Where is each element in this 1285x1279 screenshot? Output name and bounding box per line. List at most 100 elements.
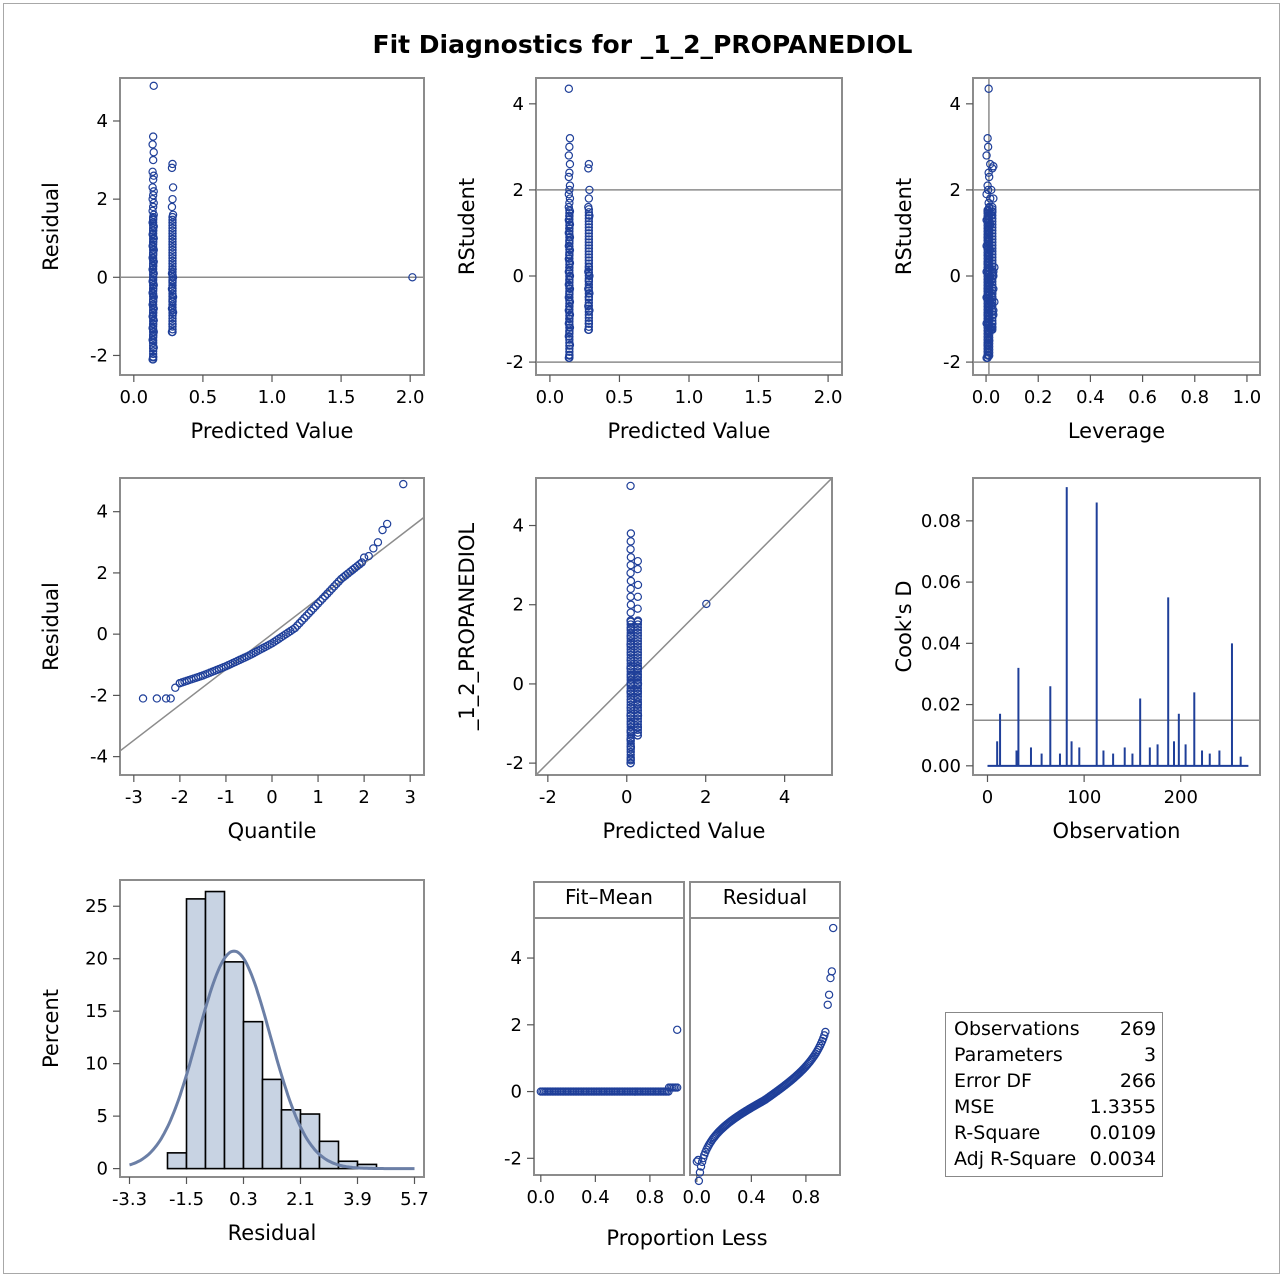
data-point (306, 606, 316, 616)
x-tick-label: 3.9 (343, 1189, 372, 1210)
data-point (565, 326, 574, 335)
x-tick-label: -1.5 (169, 1189, 204, 1210)
data-point (988, 223, 997, 232)
data-point (584, 238, 594, 247)
data-point (327, 584, 337, 594)
y-tick-label: 0.06 (921, 572, 961, 593)
data-point (148, 327, 158, 337)
data-point (633, 697, 643, 707)
data-point (565, 311, 574, 320)
data-point (148, 281, 158, 290)
data-point (148, 140, 157, 149)
data-point (148, 206, 157, 216)
data-point (990, 297, 999, 307)
data-point (984, 84, 993, 93)
data-point (168, 300, 177, 309)
data-point (168, 316, 177, 326)
data-point (152, 694, 162, 703)
x-tick-label: 4 (779, 787, 790, 808)
data-point (828, 923, 838, 933)
data-point (988, 247, 997, 256)
data-point (148, 314, 158, 323)
data-point (584, 280, 594, 289)
data-point (820, 1031, 829, 1040)
data-point (633, 672, 643, 682)
data-point (168, 240, 177, 249)
data-point (565, 281, 574, 290)
data-point (565, 278, 574, 287)
data-point (564, 151, 574, 160)
data-point (633, 628, 643, 638)
data-point (565, 263, 574, 272)
data-point (168, 273, 177, 282)
data-point (313, 599, 323, 608)
data-point (584, 223, 594, 232)
data-point (633, 720, 643, 729)
data-point (626, 576, 636, 586)
data-point (988, 235, 997, 244)
data-point (633, 634, 643, 643)
plot-frame (533, 917, 685, 1176)
data-point (148, 270, 158, 279)
data-point (373, 538, 383, 547)
data-point (633, 728, 643, 737)
x-tick-label: -1 (217, 787, 235, 808)
data-point (168, 327, 177, 337)
plot-frame (535, 77, 843, 376)
data-point (565, 284, 574, 293)
data-point (168, 251, 177, 260)
data-point (987, 185, 996, 195)
data-point (565, 302, 574, 311)
data-point (633, 623, 643, 632)
data-point (984, 172, 994, 182)
data-point (565, 266, 574, 275)
fit-statistics-box: Observations 269 Parameters 3 Error DF 266 … (945, 1012, 1164, 1177)
data-point (633, 642, 643, 651)
data-point (565, 227, 574, 236)
x-tick-label: 0.0 (536, 387, 565, 408)
data-point (565, 332, 574, 341)
data-point (565, 335, 574, 344)
y-tick-label: -2 (504, 1148, 522, 1169)
data-point (988, 217, 997, 226)
data-point (161, 694, 171, 703)
data-point (378, 525, 387, 535)
data-point (633, 722, 643, 732)
plot-panel-resid_hist (113, 879, 425, 1184)
data-point (584, 229, 594, 238)
data-point (633, 664, 643, 674)
histogram-bar (204, 890, 226, 1170)
data-point (989, 162, 998, 171)
data-point (565, 233, 574, 242)
data-point (290, 623, 300, 633)
data-point (565, 159, 575, 169)
data-point (148, 267, 158, 277)
data-point (989, 194, 998, 203)
x-tick-label: 1.0 (1233, 387, 1262, 408)
data-point (148, 286, 158, 296)
data-point (168, 212, 177, 222)
histogram-bar (261, 1078, 283, 1170)
y-tick-label: -2 (506, 352, 524, 373)
data-point (989, 310, 998, 319)
data-point (168, 259, 177, 268)
data-point (565, 185, 574, 195)
data-point (148, 264, 158, 274)
data-point (168, 223, 177, 233)
plot-panel-rstudent_vs_pred (529, 77, 843, 382)
data-point (626, 537, 635, 546)
data-point (148, 311, 158, 320)
data-point (168, 275, 177, 285)
data-point (168, 294, 177, 304)
data-point (168, 253, 177, 263)
y-tick-label: 0 (511, 1082, 522, 1103)
data-point (167, 163, 177, 173)
data-point (565, 242, 574, 251)
data-point (168, 245, 177, 255)
data-point (148, 284, 158, 293)
data-point (633, 731, 643, 740)
data-point (565, 293, 574, 302)
data-point (148, 346, 158, 356)
data-point (988, 253, 997, 262)
